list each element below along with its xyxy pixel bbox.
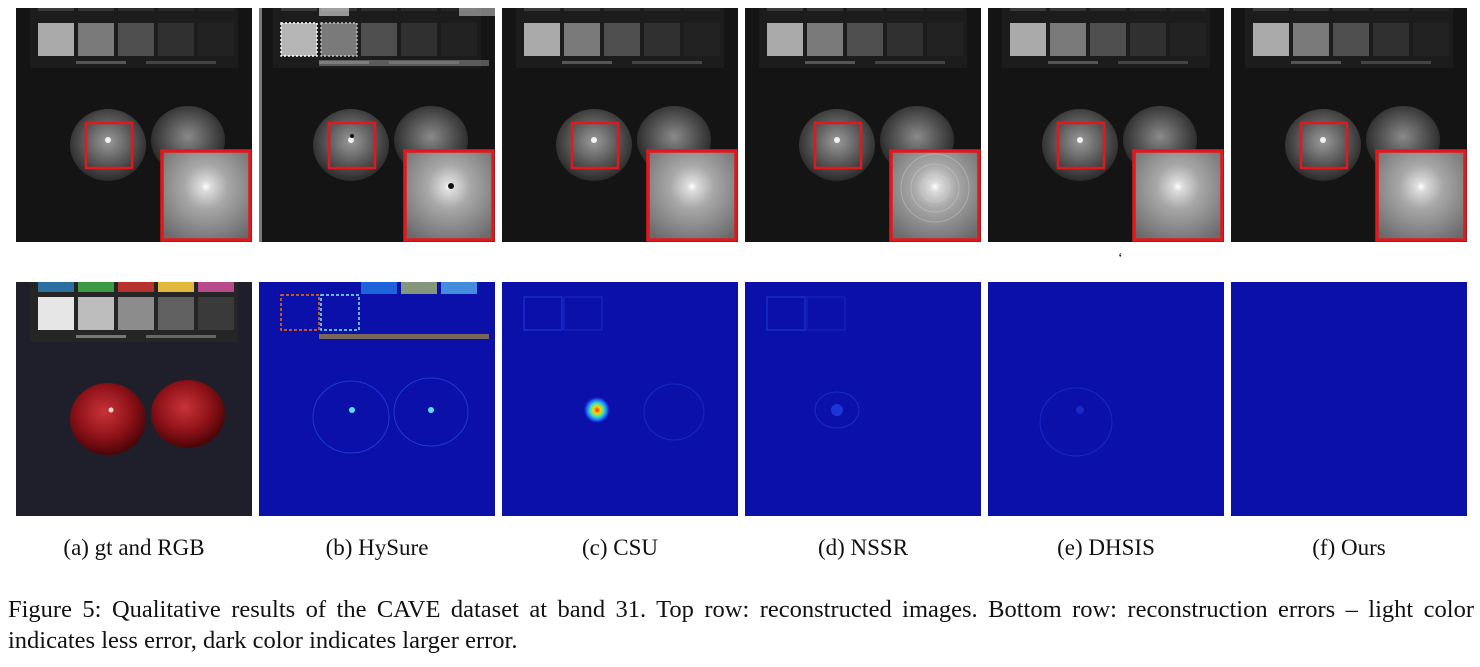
- error-map-dhsis: [988, 282, 1224, 516]
- grayscale-scene: [16, 8, 252, 242]
- subfigure-label-e: (e) DHSIS: [1057, 535, 1155, 560]
- error-heatmap: [259, 282, 495, 516]
- subfigure-label-a: (a) gt and RGB: [63, 535, 205, 560]
- error-map-nssr: [745, 282, 981, 516]
- subfigure-label-c: (c) CSU: [581, 535, 659, 560]
- error-heatmap: [745, 282, 981, 516]
- grayscale-scene: [1231, 8, 1467, 242]
- reconstruction-csu: [502, 8, 738, 242]
- rgb-image: [16, 282, 252, 516]
- error-heatmap: [1231, 282, 1467, 516]
- reconstruction-hysure: [259, 8, 495, 242]
- error-map-csu: [502, 282, 738, 516]
- error-map-ours: [1231, 282, 1467, 516]
- figure-number: Figure 5:: [8, 596, 102, 623]
- grayscale-scene-ringing: [745, 8, 981, 242]
- grayscale-scene-speckled: [259, 8, 495, 242]
- figure-caption-text: Qualitative results of the CAVE dataset …: [8, 596, 1475, 654]
- error-map-hysure: [259, 282, 495, 516]
- reconstruction-nssr: [745, 8, 981, 242]
- subfigure-label-b: (b) HySure: [325, 535, 429, 560]
- grayscale-scene: [502, 8, 738, 242]
- subfigure-label-d: (d) NSSR: [817, 535, 909, 560]
- reconstruction-gt: [16, 8, 252, 242]
- stray-mark: ‘: [1118, 251, 1123, 266]
- grayscale-scene: [988, 8, 1224, 242]
- figure-caption: Figure 5: Qualitative results of the CAV…: [8, 594, 1474, 656]
- reconstruction-dhsis: [988, 8, 1224, 242]
- error-heatmap: [988, 282, 1224, 516]
- error-heatmap: [502, 282, 738, 516]
- subfigure-label-f: (f) Ours: [1312, 535, 1386, 560]
- reconstruction-ours: [1231, 8, 1467, 242]
- rgb-scene: [16, 282, 252, 516]
